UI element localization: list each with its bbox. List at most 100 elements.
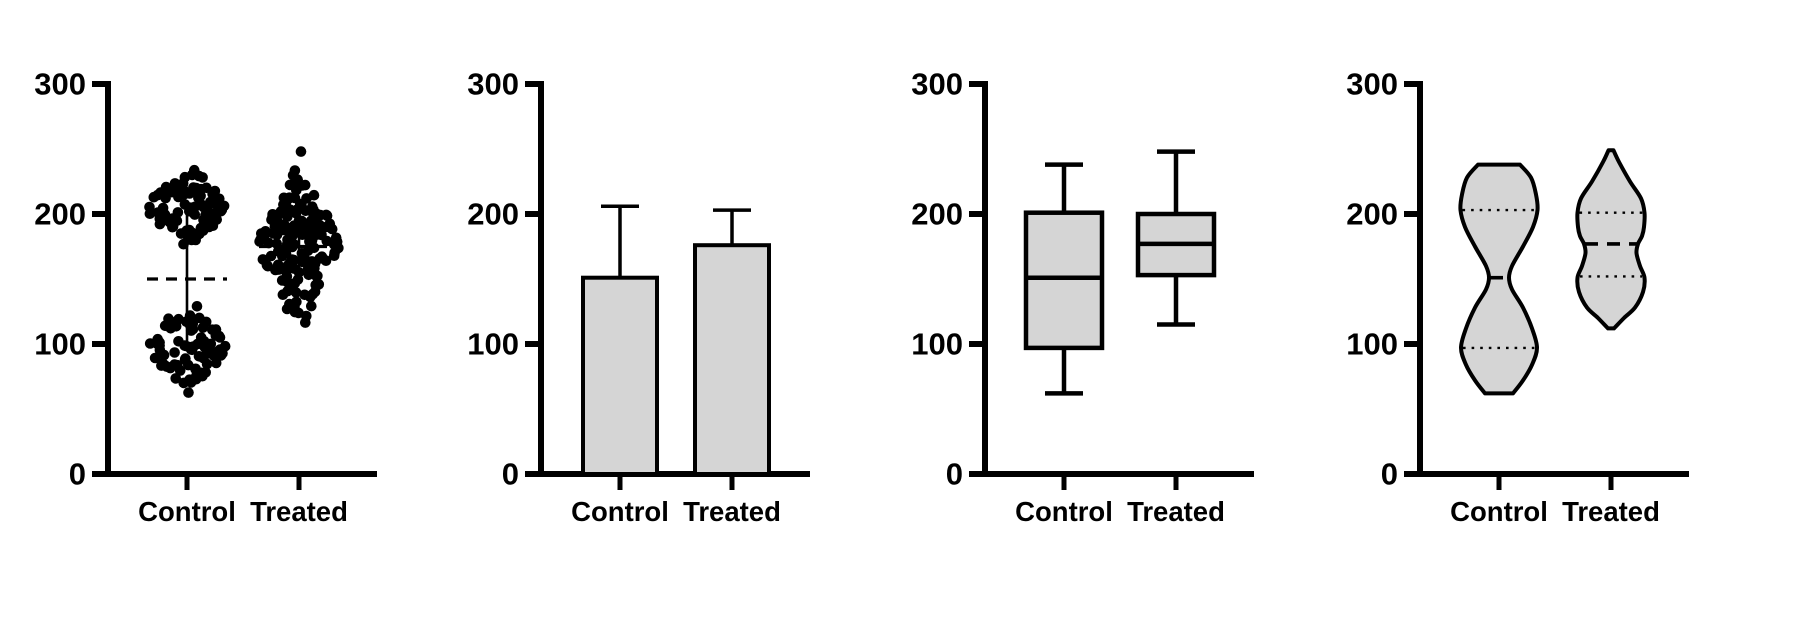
y-tick-label: 300 <box>467 67 519 102</box>
data-dot <box>296 215 307 227</box>
x-category-label: Treated <box>1562 496 1660 527</box>
data-dot <box>178 238 189 250</box>
data-dot <box>291 296 302 308</box>
data-dot <box>201 358 213 370</box>
x-category-label: Treated <box>683 496 781 527</box>
data-dot <box>272 264 284 275</box>
data-dot <box>266 214 277 226</box>
data-dot <box>195 183 207 195</box>
data-dot <box>284 179 296 191</box>
scatter-group-treated <box>254 146 344 328</box>
bar-group-treated <box>693 208 771 476</box>
data-dot <box>320 209 332 221</box>
data-dot <box>303 227 315 239</box>
data-dot <box>273 245 284 257</box>
bar-chart-panel: 0 100 200 300 Control Treated <box>467 67 810 527</box>
y-tick-label: 0 <box>946 457 963 492</box>
data-dot <box>279 220 291 231</box>
data-dot <box>308 189 320 201</box>
data-dot <box>262 260 274 272</box>
x-category-label: Control <box>138 496 236 527</box>
y-tick-label: 200 <box>1346 197 1398 232</box>
data-dot <box>187 318 199 330</box>
data-dot <box>166 316 177 328</box>
data-dot <box>159 209 171 220</box>
data-dot <box>292 174 304 185</box>
x-category-label: Control <box>1015 496 1113 527</box>
bar <box>581 275 659 477</box>
data-dot <box>328 250 340 261</box>
violin-group-control <box>1458 162 1540 396</box>
scatter-group-control <box>144 164 231 398</box>
bar <box>693 243 771 476</box>
data-dot <box>299 179 311 191</box>
data-dot <box>299 289 310 301</box>
data-dot <box>169 347 180 358</box>
data-dot <box>297 256 308 268</box>
data-dot <box>320 221 332 233</box>
data-dot <box>189 209 201 220</box>
data-dot <box>295 146 307 157</box>
data-dot <box>144 338 156 349</box>
data-dot <box>170 373 181 384</box>
data-dot <box>320 255 332 266</box>
data-dot <box>194 228 205 240</box>
data-dot <box>197 322 209 333</box>
axes: 0 100 200 300 Control Treated <box>911 67 1254 527</box>
data-dot <box>210 191 222 203</box>
y-tick-label: 0 <box>69 457 86 492</box>
data-dot <box>191 301 203 312</box>
scatter-plot-panel: 0 100 200 300 Control Treated <box>34 67 377 527</box>
y-tick-label: 300 <box>911 67 963 102</box>
x-category-label: Control <box>571 496 669 527</box>
x-category-label: Control <box>1450 496 1548 527</box>
y-tick-label: 0 <box>502 457 519 492</box>
data-dot <box>271 229 283 240</box>
y-tick-label: 100 <box>467 327 519 362</box>
data-dot <box>154 218 166 230</box>
data-dot <box>144 201 155 213</box>
data-dot <box>177 178 189 189</box>
data-dot <box>311 208 322 219</box>
data-dot <box>164 216 176 228</box>
data-dot <box>195 199 207 210</box>
data-dot <box>159 359 170 371</box>
data-dot <box>311 271 323 282</box>
data-dot <box>183 387 194 398</box>
data-dot <box>202 340 214 351</box>
data-dot <box>210 199 222 210</box>
data-dot <box>149 352 161 364</box>
data-dot <box>287 230 299 241</box>
box <box>1023 210 1105 351</box>
data-dot <box>179 354 191 365</box>
data-dot <box>290 287 302 298</box>
y-tick-label: 300 <box>1346 67 1398 102</box>
y-tick-label: 0 <box>1381 457 1398 492</box>
violin-shape <box>1575 148 1647 331</box>
data-dot <box>289 306 301 318</box>
violin-group-treated <box>1575 148 1647 331</box>
data-dot <box>277 289 289 301</box>
data-dot <box>306 300 317 312</box>
y-tick-label: 300 <box>34 67 86 102</box>
axes: 0 100 200 300 Control Treated <box>34 67 377 527</box>
axes: 0 100 200 300 Control Treated <box>1346 67 1689 527</box>
data-dot <box>300 317 311 328</box>
data-dot <box>203 221 215 233</box>
data-dot <box>154 340 165 351</box>
data-dot <box>184 310 196 321</box>
box-group-treated <box>1135 149 1217 327</box>
data-dot <box>210 330 222 341</box>
y-tick-label: 200 <box>467 197 519 232</box>
bar-group-control <box>581 204 659 477</box>
data-dot <box>203 212 215 223</box>
y-tick-label: 100 <box>34 327 86 362</box>
x-category-label: Treated <box>1127 496 1225 527</box>
data-dot <box>172 207 184 218</box>
y-tick-label: 200 <box>34 197 86 232</box>
data-dot <box>258 230 270 242</box>
data-dot <box>214 349 226 360</box>
box-group-control <box>1023 162 1105 396</box>
violin-plot-panel: 0 100 200 300 Control Treated <box>1346 67 1689 527</box>
